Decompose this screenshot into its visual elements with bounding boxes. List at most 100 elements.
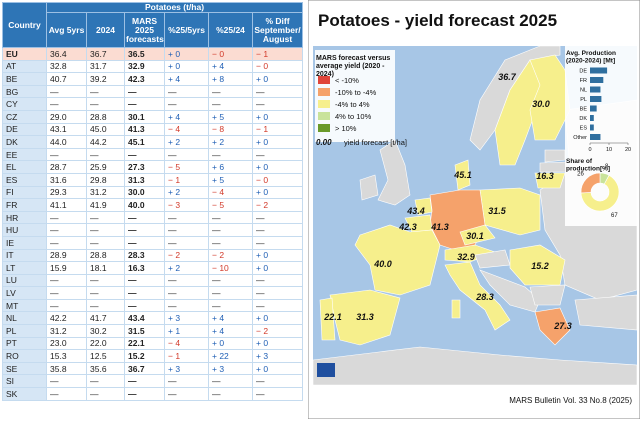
- table-row: RO 15.3 12.5 15.2− 1 + 22 + 3: [2, 349, 304, 363]
- table-row: FI 29.3 31.2 30.0 + 2− 4 + 0: [2, 185, 304, 200]
- bar: [590, 96, 602, 102]
- map-value-label: 27.3: [553, 321, 572, 331]
- value-cell: − 4: [208, 185, 253, 200]
- value-cell: 35.6: [86, 361, 125, 376]
- value-cell: 45.0: [86, 122, 125, 137]
- value-cell: 15.9: [46, 261, 87, 275]
- inset-box: [565, 46, 637, 226]
- x-tick-label: 0: [588, 147, 591, 153]
- table-row: FR 41.1 41.9 40.0− 3− 5− 2: [2, 198, 304, 212]
- table-panel: Country Potatoes (t/ha) Avg 5yrs 2024 MARS 2…: [2, 2, 304, 401]
- value-cell: + 4: [164, 109, 209, 124]
- value-cell: + 1: [164, 324, 209, 338]
- value-cell: + 3: [164, 361, 209, 376]
- value-cell: + 2: [208, 135, 253, 149]
- value-cell: 31.2: [86, 185, 125, 200]
- value-cell: 31.3: [124, 172, 165, 187]
- table-row: PL 31.2 30.2 31.5 + 1 + 4− 2: [2, 324, 304, 338]
- value-cell: 25.9: [86, 160, 125, 174]
- value-cell: —: [164, 273, 209, 288]
- value-cell: + 3: [208, 361, 253, 376]
- non-eu-land: [469, 45, 561, 151]
- donut-slice: [580, 174, 620, 212]
- value-cell: + 0: [251, 248, 304, 263]
- value-cell: 12.5: [86, 349, 125, 363]
- value-cell: 29.0: [46, 109, 87, 124]
- country-cell: IE: [2, 235, 47, 250]
- column-header: %25/5yrs: [164, 12, 209, 48]
- table-row: EU 36.4 36.7 36.5 + 0− 0− 1: [2, 47, 304, 61]
- bar: [590, 115, 594, 121]
- value-cell: 31.5: [124, 324, 165, 338]
- value-cell: —: [124, 84, 165, 99]
- value-cell: + 5: [208, 109, 253, 124]
- value-cell: 44.0: [46, 135, 87, 149]
- value-cell: —: [124, 235, 165, 250]
- table-row: EE — — — — — —: [2, 147, 304, 162]
- country: [529, 54, 571, 141]
- legend-swatch: [318, 76, 330, 84]
- value-cell: + 2: [164, 135, 209, 149]
- table-row: LT 15.9 18.1 16.3 + 2− 10 + 0: [2, 261, 304, 275]
- value-cell: 22.1: [124, 336, 165, 351]
- value-cell: 28.3: [124, 248, 165, 263]
- map-value-label: 42.3: [398, 222, 417, 232]
- value-cell: 36.4: [46, 47, 87, 61]
- country-cell: FR: [2, 198, 47, 212]
- country-cell: BG: [2, 84, 47, 99]
- value-cell: —: [208, 387, 253, 401]
- value-cell: —: [124, 374, 165, 389]
- value-cell: 43.4: [124, 311, 165, 326]
- value-cell: 29.3: [46, 185, 87, 200]
- legend-label: -10% to -4%: [335, 88, 377, 97]
- legend-swatch: [318, 88, 330, 96]
- column-header: %25/24: [208, 12, 253, 48]
- value-cell: + 0: [251, 109, 304, 124]
- country: [534, 172, 566, 189]
- value-cell: —: [208, 374, 253, 389]
- value-cell: + 4: [208, 59, 253, 74]
- value-cell: 16.3: [124, 261, 165, 275]
- country: [319, 297, 336, 341]
- country-cell: NL: [2, 311, 47, 326]
- map-value-label: 16.3: [536, 171, 554, 181]
- table-body: EU 36.4 36.7 36.5 + 0− 0− 1 AT 32.8 31.7 32.9 + 0…: [2, 47, 304, 401]
- value-cell: − 8: [208, 122, 253, 137]
- value-cell: − 1: [164, 172, 209, 187]
- value-cell: —: [208, 147, 253, 162]
- x-tick-label: 20: [625, 147, 631, 153]
- map-value-label: 32.9: [457, 252, 475, 262]
- yield-table: Country Potatoes (t/ha) Avg 5yrs 2024 MARS 2…: [2, 2, 304, 401]
- value-cell: + 6: [208, 160, 253, 174]
- value-cell: 42.3: [124, 72, 165, 86]
- value-cell: —: [86, 223, 125, 237]
- eu-logo: [317, 363, 335, 377]
- value-cell: 22.0: [86, 336, 125, 351]
- map-value-label: 41.3: [430, 222, 449, 232]
- legend-label: < -10%: [335, 76, 359, 85]
- bar: [590, 134, 601, 140]
- table-row: CZ 29.0 28.8 30.1 + 4 + 5 + 0: [2, 109, 304, 124]
- value-cell: 41.7: [86, 311, 125, 326]
- value-cell: − 1: [251, 122, 304, 137]
- value-cell: 42.2: [46, 311, 87, 326]
- value-cell: —: [46, 298, 87, 313]
- value-cell: − 1: [164, 349, 209, 363]
- value-cell: —: [164, 223, 209, 237]
- value-cell: —: [86, 273, 125, 288]
- map-value-label: 43.4: [406, 206, 425, 216]
- table-row: SI — — — — — —: [2, 374, 304, 389]
- country-cell: EU: [2, 47, 47, 61]
- value-cell: 44.2: [86, 135, 125, 149]
- table-row: LU — — — — — —: [2, 273, 304, 288]
- country-cell: FI: [2, 185, 47, 200]
- map-title: Potatoes - yield forecast 2025: [318, 11, 557, 30]
- value-cell: —: [46, 387, 87, 401]
- table-row: ES 31.6 29.8 31.3− 1 + 5− 0: [2, 172, 304, 187]
- value-cell: + 4: [164, 72, 209, 86]
- value-cell: —: [164, 298, 209, 313]
- value-cell: − 0: [251, 172, 304, 187]
- country-cell: RO: [2, 349, 47, 363]
- value-cell: —: [86, 387, 125, 401]
- value-cell: —: [164, 84, 209, 99]
